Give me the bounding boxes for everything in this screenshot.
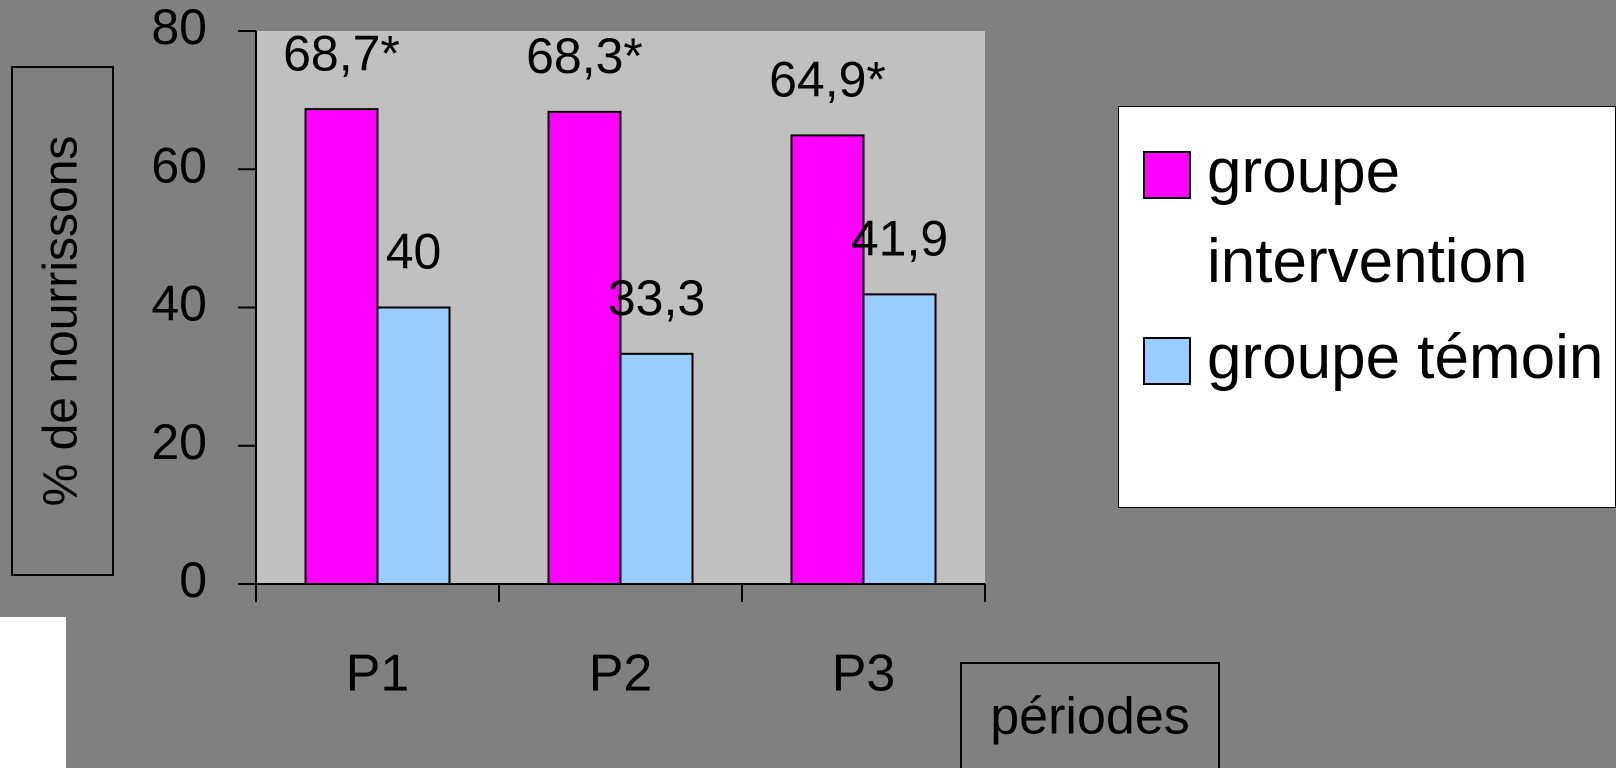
value-label: 68,7* <box>283 25 400 81</box>
value-label: 33,3 <box>608 270 705 326</box>
bar <box>306 109 378 584</box>
bar <box>864 294 936 584</box>
bar <box>621 354 693 584</box>
legend-label: groupe intervention <box>1207 127 1607 307</box>
y-tick-label: 80 <box>151 0 207 55</box>
y-tick-label: 60 <box>151 137 207 193</box>
value-label: 40 <box>386 224 442 280</box>
x-tick-label: P2 <box>589 645 653 703</box>
y-tick-label: 0 <box>179 552 207 608</box>
y-tick-label: 20 <box>151 414 207 470</box>
x-tick-label: P1 <box>346 645 410 703</box>
y-axis-title: % de nourrissons <box>35 136 88 507</box>
value-label: 64,9* <box>769 52 886 108</box>
value-label: 41,9 <box>851 211 948 267</box>
legend-label: groupe témoin <box>1207 313 1607 403</box>
legend-entry: groupe intervention <box>1143 127 1615 307</box>
bar <box>792 135 864 584</box>
image-fragment <box>0 617 66 768</box>
x-tick-label: P3 <box>832 645 896 703</box>
legend-entry: groupe témoin <box>1143 313 1615 403</box>
bar <box>549 112 621 584</box>
legend-swatch <box>1143 151 1191 199</box>
x-axis-title: périodes <box>990 688 1189 746</box>
value-label: 68,3* <box>526 28 643 84</box>
legend-swatch <box>1143 337 1191 385</box>
bar <box>378 308 450 585</box>
y-tick-label: 40 <box>151 276 207 332</box>
page: % de nourrissons périodes 0 20 40 60 80 P1 68,… <box>0 0 1616 768</box>
